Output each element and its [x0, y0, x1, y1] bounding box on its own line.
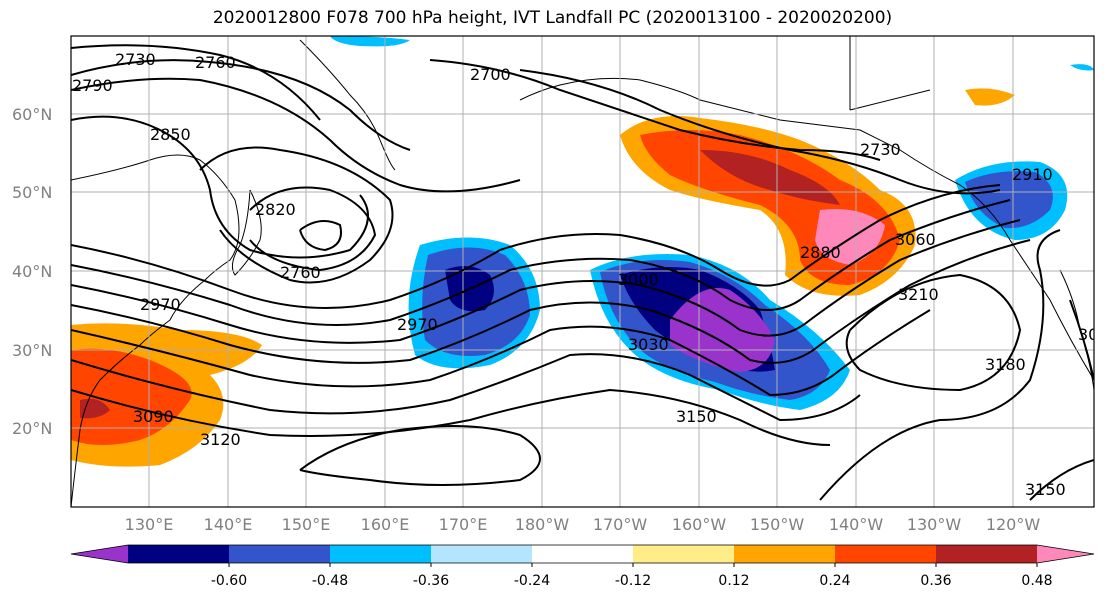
svg-text:2700: 2700 [470, 65, 511, 84]
graticule [71, 36, 1094, 507]
svg-text:2850: 2850 [150, 125, 191, 144]
svg-text:170°W: 170°W [593, 515, 648, 534]
svg-text:140°W: 140°W [829, 515, 884, 534]
svg-text:50°N: 50°N [12, 183, 52, 202]
colorbar-segment [734, 545, 836, 563]
colorbar-tick-label: 0.12 [718, 573, 749, 589]
svg-text:180°W: 180°W [515, 515, 570, 534]
colorbar-tick-label: -0.60 [211, 573, 247, 589]
svg-text:2970: 2970 [397, 315, 438, 334]
colorbar-segment [229, 545, 331, 563]
svg-text:3090: 3090 [133, 407, 174, 426]
svg-text:20°N: 20°N [12, 419, 52, 438]
svg-text:3210: 3210 [898, 285, 939, 304]
svg-text:3060: 3060 [895, 230, 936, 249]
latitude-labels: 60°N 50°N 40°N 30°N 20°N [12, 105, 52, 438]
svg-text:2730: 2730 [860, 140, 901, 159]
svg-text:60°N: 60°N [12, 105, 52, 124]
svg-text:150°E: 150°E [282, 515, 331, 534]
svg-text:3150: 3150 [676, 407, 717, 426]
svg-text:3120: 3120 [200, 430, 241, 449]
svg-text:150°W: 150°W [750, 515, 805, 534]
colorbar-tick-label: -0.12 [615, 573, 651, 589]
svg-text:130°W: 130°W [907, 515, 962, 534]
svg-text:170°E: 170°E [439, 515, 488, 534]
svg-text:2820: 2820 [255, 200, 296, 219]
svg-text:2760: 2760 [280, 263, 321, 282]
longitude-labels: 130°E 140°E 150°E 160°E 170°E 180°W 170°… [125, 515, 1041, 534]
svg-text:140°E: 140°E [204, 515, 253, 534]
colorbar-tick-label: 0.24 [819, 573, 850, 589]
colorbar-segment [128, 545, 230, 563]
svg-text:3000: 3000 [618, 270, 659, 289]
svg-text:120°W: 120°W [986, 515, 1041, 534]
colorbar-tick-label: -0.48 [312, 573, 348, 589]
colorbar-tick-label: 0.36 [920, 573, 951, 589]
svg-text:130°E: 130°E [125, 515, 174, 534]
colorbar-tick-label: -0.36 [413, 573, 449, 589]
svg-text:2910: 2910 [1012, 165, 1053, 184]
colorbar-segment [532, 545, 634, 563]
svg-text:2760: 2760 [195, 53, 236, 72]
colorbar: -0.60 -0.48 -0.36 -0.24 -0.12 0.12 0.24 0.36 0.4… [70, 544, 1095, 589]
svg-text:3090: 3090 [1078, 325, 1105, 344]
colorbar-segment [330, 545, 432, 563]
contour-labels: 2730 2760 2790 2700 2850 2820 2760 2730 … [72, 50, 1105, 499]
svg-text:2790: 2790 [72, 76, 113, 95]
colorbar-outline [70, 544, 1095, 564]
svg-text:3150: 3150 [1025, 480, 1066, 499]
map-body: 2730 2760 2790 2700 2850 2820 2760 2730 … [71, 36, 1105, 507]
colorbar-segment [936, 545, 1038, 563]
colorbar-extend-high [1037, 545, 1094, 563]
svg-text:160°W: 160°W [672, 515, 727, 534]
svg-text:2970: 2970 [140, 295, 181, 314]
svg-text:160°E: 160°E [361, 515, 410, 534]
colorbar-segment [835, 545, 937, 563]
colorbar-tick-label: -0.24 [514, 573, 550, 589]
svg-text:2730: 2730 [115, 50, 156, 69]
svg-text:2880: 2880 [800, 243, 841, 262]
colorbar-extend-low [71, 545, 128, 563]
colorbar-segment [431, 545, 533, 563]
svg-text:3030: 3030 [628, 335, 669, 354]
height-contours [71, 44, 1094, 501]
colorbar-segment [633, 545, 735, 563]
map-title: 2020012800 F078 700 hPa height, IVT Land… [212, 8, 893, 28]
svg-text:30°N: 30°N [12, 341, 52, 360]
svg-text:3180: 3180 [985, 355, 1026, 374]
colorbar-tick-label: 0.48 [1021, 573, 1052, 589]
svg-text:40°N: 40°N [12, 262, 52, 281]
map-frame [70, 35, 1095, 508]
